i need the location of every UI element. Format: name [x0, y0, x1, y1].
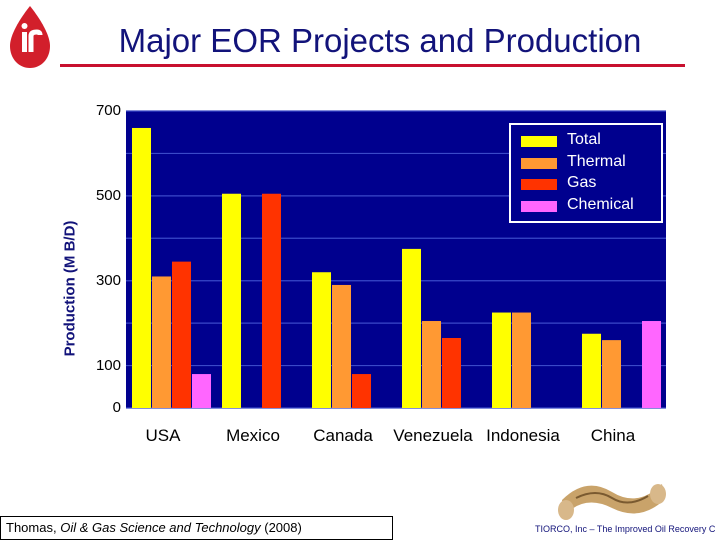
y-tick-label: 500 [95, 186, 121, 204]
legend-swatch [521, 136, 557, 147]
bar-chemical-usa [192, 374, 211, 408]
bar-gas-canada [352, 374, 371, 408]
legend-label: Thermal [567, 152, 626, 170]
citation-journal: Oil & Gas Science and Technology [60, 520, 261, 535]
bar-total-usa [132, 127, 151, 408]
x-tick-label: Mexico [226, 426, 280, 445]
bar-total-venezuela [402, 248, 421, 408]
footer-text: TIORCO, Inc – The Improved Oil Recovery … [535, 524, 716, 534]
tiorco-logo-icon [10, 6, 50, 68]
citation-year: (2008) [264, 520, 302, 535]
bar-thermal-china [602, 340, 621, 408]
bar-total-canada [312, 272, 331, 408]
y-tick-label: 100 [95, 356, 121, 374]
legend-swatch [521, 157, 557, 169]
citation: Thomas, Oil & Gas Science and Technology… [0, 516, 393, 540]
legend-label: Gas [567, 174, 597, 191]
y-tick-label: 0 [112, 399, 121, 416]
legend-label: Chemical [567, 195, 634, 213]
x-tick-label: China [590, 426, 636, 445]
x-tick-label: Canada [313, 426, 373, 445]
bar-thermal-canada [332, 284, 351, 408]
bar-chemical-china [642, 321, 661, 408]
legend-swatch [521, 200, 557, 212]
bar-thermal-usa [152, 276, 171, 408]
bar-thermal-indonesia [512, 312, 531, 408]
bar-thermal-venezuela [422, 321, 441, 408]
bar-gas-mexico [262, 193, 281, 408]
y-tick-label: 300 [95, 271, 121, 289]
page-title: Major EOR Projects and Production [118, 22, 642, 59]
bar-gas-venezuela [442, 337, 461, 408]
citation-author: Thomas, [6, 520, 57, 535]
twisted-rope-image [558, 484, 666, 520]
y-tick-label: 700 [95, 102, 121, 119]
bar-total-china [582, 333, 601, 408]
bar-gas-usa [172, 261, 191, 408]
legend-label: Total [567, 131, 601, 148]
bar-total-indonesia [492, 312, 511, 408]
chart-legend: Total Thermal Gas Chemical [509, 123, 663, 223]
x-tick-label: Venezuela [393, 426, 473, 445]
x-tick-label: Indonesia [486, 426, 560, 445]
y-axis-label: Production (M B/D) [61, 220, 79, 357]
legend-swatch [521, 179, 557, 190]
title-underline [60, 64, 685, 67]
x-tick-label: USA [145, 426, 181, 445]
bar-total-mexico [222, 193, 241, 408]
